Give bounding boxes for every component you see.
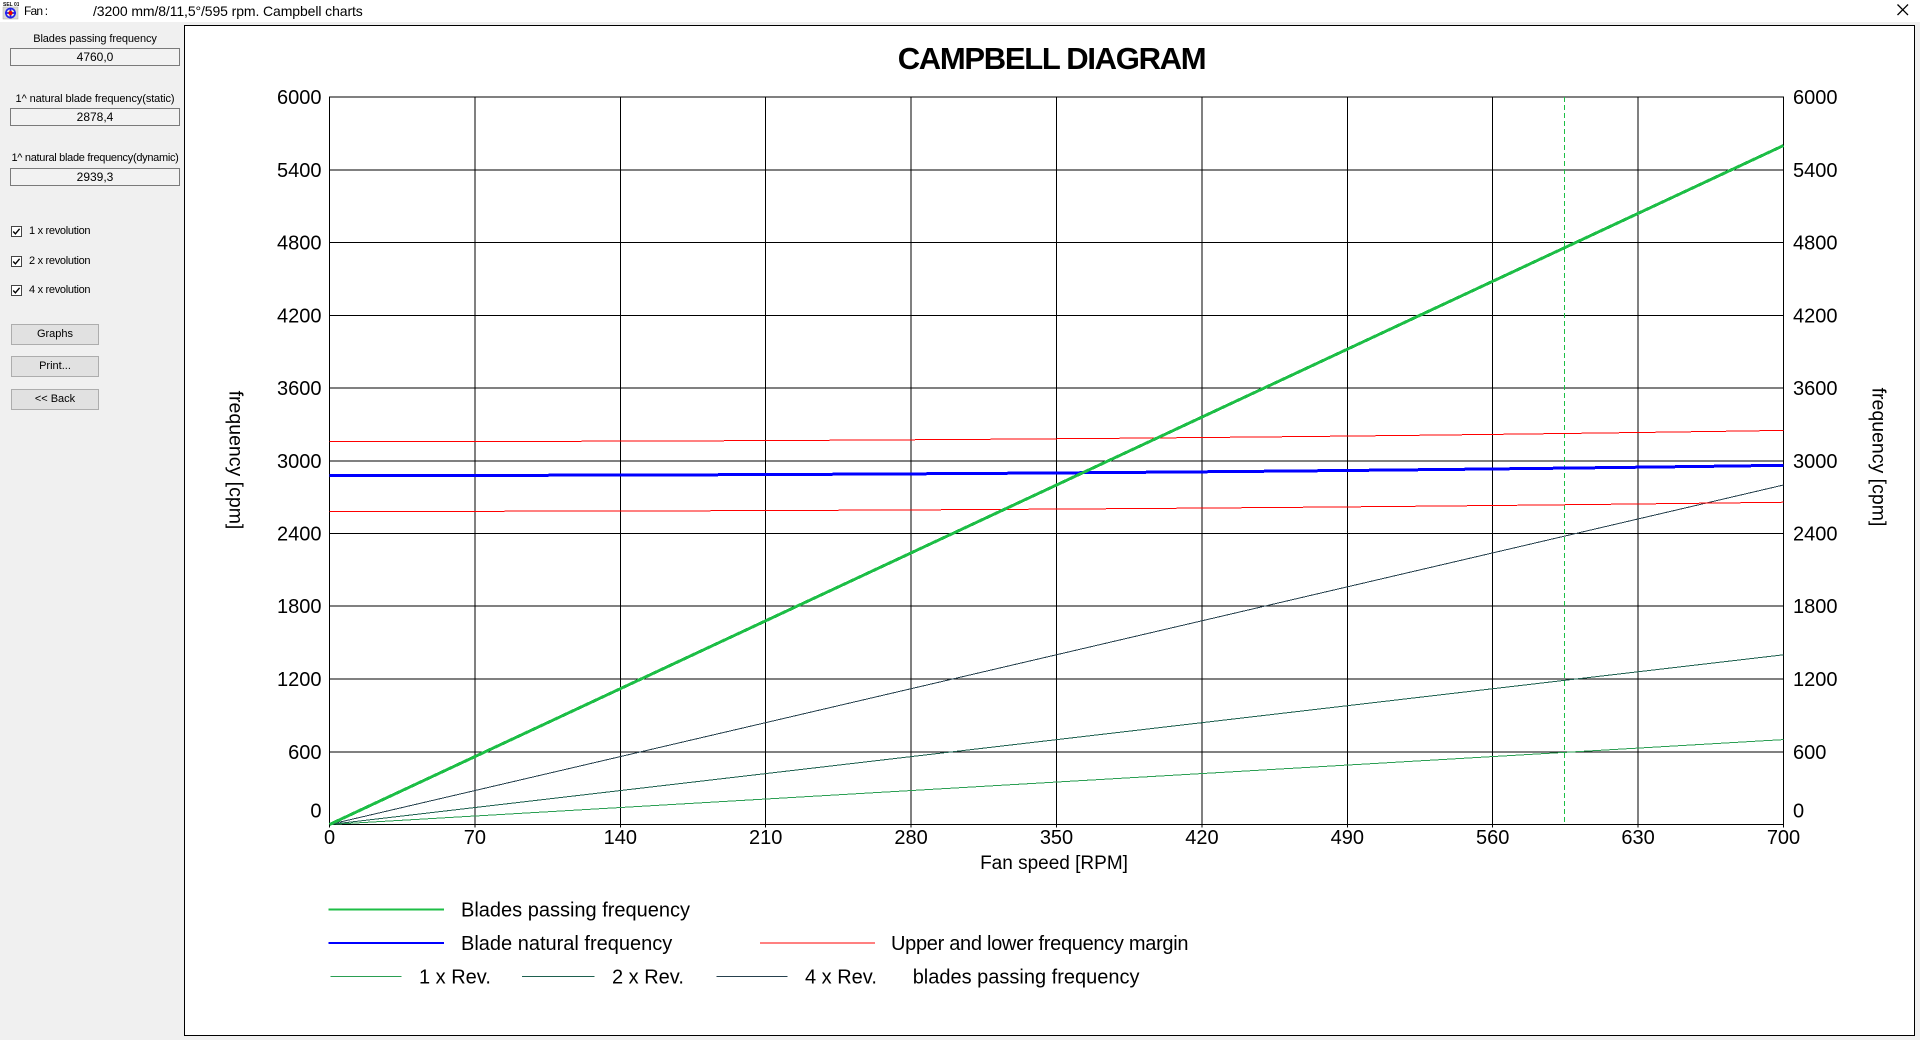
svg-text:210: 210 [749,827,782,849]
svg-text:5400: 5400 [277,160,322,182]
svg-text:Blade natural frequency: Blade natural frequency [461,933,672,955]
svg-text:frequency [cpm]: frequency [cpm] [1868,388,1890,527]
svg-text:Upper and lower frequency marg: Upper and lower frequency margin [891,933,1188,955]
svg-text:700: 700 [1767,827,1800,849]
svg-text:2400: 2400 [1793,524,1838,546]
svg-text:1200: 1200 [1793,669,1838,691]
svg-text:0: 0 [310,800,321,822]
svg-text:0: 0 [1793,800,1804,822]
svg-text:3000: 3000 [1793,451,1838,473]
svg-text:6000: 6000 [277,87,322,109]
svg-text:4800: 4800 [1793,233,1838,255]
svg-text:frequency [cpm]: frequency [cpm] [225,391,247,530]
svg-text:6000: 6000 [1793,87,1838,109]
svg-text:Fan speed [RPM]: Fan speed [RPM] [980,853,1128,874]
svg-text:140: 140 [604,827,637,849]
svg-text:600: 600 [1793,742,1826,764]
svg-text:490: 490 [1331,827,1364,849]
svg-text:CAMPBELL DIAGRAM: CAMPBELL DIAGRAM [898,41,1206,76]
svg-text:4800: 4800 [277,233,322,255]
svg-text:2 x Rev.: 2 x Rev. [612,967,684,989]
svg-text:Blades passing frequency: Blades passing frequency [461,900,690,922]
svg-text:1800: 1800 [277,596,322,618]
svg-text:3000: 3000 [277,451,322,473]
svg-text:1 x Rev.: 1 x Rev. [419,967,491,989]
svg-text:3600: 3600 [1793,378,1838,400]
svg-text:1200: 1200 [277,669,322,691]
svg-text:4200: 4200 [277,305,322,327]
svg-text:0: 0 [324,827,335,849]
svg-text:350: 350 [1040,827,1073,849]
svg-text:blades passing frequency: blades passing frequency [913,967,1140,989]
svg-text:2400: 2400 [277,524,322,546]
svg-text:SEL 01: SEL 01 [3,2,19,8]
svg-text:280: 280 [894,827,927,849]
svg-text:420: 420 [1185,827,1218,849]
svg-text:630: 630 [1621,827,1654,849]
svg-text:4 x Rev.: 4 x Rev. [805,967,877,989]
svg-text:1800: 1800 [1793,596,1838,618]
svg-text:5400: 5400 [1793,160,1838,182]
svg-text:70: 70 [464,827,486,849]
svg-text:3600: 3600 [277,378,322,400]
svg-text:560: 560 [1476,827,1509,849]
svg-text:4200: 4200 [1793,305,1838,327]
svg-text:600: 600 [288,742,321,764]
